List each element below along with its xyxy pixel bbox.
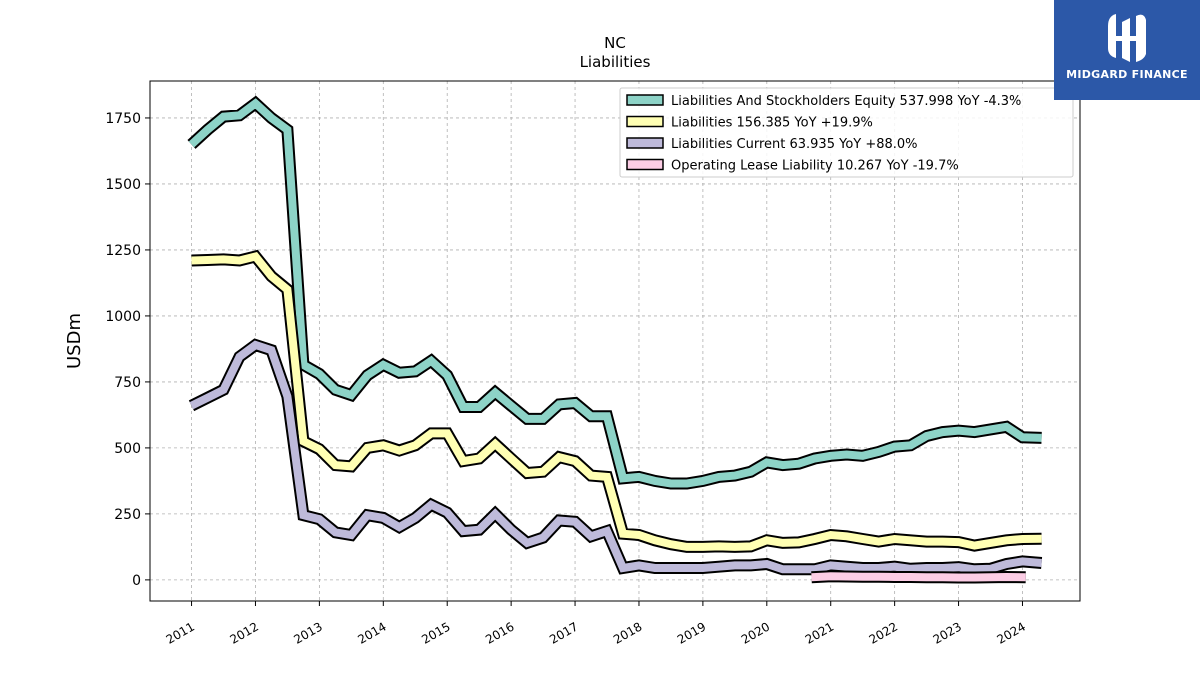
series-line (188, 98, 1042, 488)
x-tick-label: 2014 (355, 619, 388, 646)
y-tick-label: 1750 (105, 111, 141, 127)
x-tick-label: 2017 (547, 619, 580, 646)
series-layer (187, 95, 1043, 584)
midgard-finance-logo: MIDGARD FINANCE (1054, 0, 1200, 100)
legend-label: Liabilities 156.385 YoY +19.9% (671, 116, 873, 131)
legend-box (619, 87, 1074, 178)
x-tick-label: 2020 (739, 619, 772, 646)
x-tick-label: 2016 (483, 619, 516, 646)
logo-text: MIDGARD FINANCE (1066, 68, 1188, 81)
y-tick-label: 0 (132, 573, 141, 589)
legend: Liabilities And Stockholders Equity 537.… (619, 87, 1074, 178)
series-line (811, 572, 1026, 582)
y-tick-label: 1500 (105, 177, 141, 193)
x-tick-label: 2019 (675, 619, 708, 646)
x-tick-label: 2011 (164, 619, 197, 646)
y-axis-label: USDm (64, 313, 85, 369)
plot-frame (149, 80, 1081, 602)
y-tick-label: 500 (114, 441, 141, 457)
series-line (191, 251, 1042, 551)
legend-label: Operating Lease Liability 10.267 YoY -19… (671, 159, 959, 174)
legend-swatch (626, 158, 664, 171)
x-tick-label: 2013 (291, 619, 324, 646)
x-tick-label: 2012 (228, 619, 261, 646)
legend-swatch (626, 94, 664, 106)
x-tick-label: 2018 (611, 619, 644, 646)
chart-title: NC (604, 34, 626, 52)
x-tick-label: 2015 (419, 619, 452, 646)
y-tick-label: 750 (114, 375, 141, 391)
legend-label: Liabilities Current 63.935 YoY +88.0% (671, 137, 918, 152)
x-tick-label: 2021 (803, 619, 836, 646)
series-liabilities-current (188, 338, 1043, 576)
x-tick-label: 2024 (995, 619, 1028, 646)
x-tick-label: 2022 (867, 619, 900, 646)
x-tick-label: 2023 (931, 619, 964, 646)
y-tick-label: 1250 (105, 243, 141, 259)
legend-swatch (626, 115, 664, 128)
y-tick-label: 250 (114, 507, 141, 523)
legend-label: Liabilities And Stockholders Equity 537.… (671, 94, 1021, 109)
y-tick-label: 1000 (105, 309, 141, 325)
midgard-logo-icon (1108, 14, 1146, 63)
series-liabilities-and-stockholders-equity (187, 95, 1042, 490)
chart-subtitle: Liabilities (580, 53, 651, 71)
series-line (189, 340, 1042, 574)
series-liabilities (191, 249, 1042, 553)
series-operating-lease-liability (811, 570, 1026, 584)
legend-swatch (626, 137, 664, 149)
